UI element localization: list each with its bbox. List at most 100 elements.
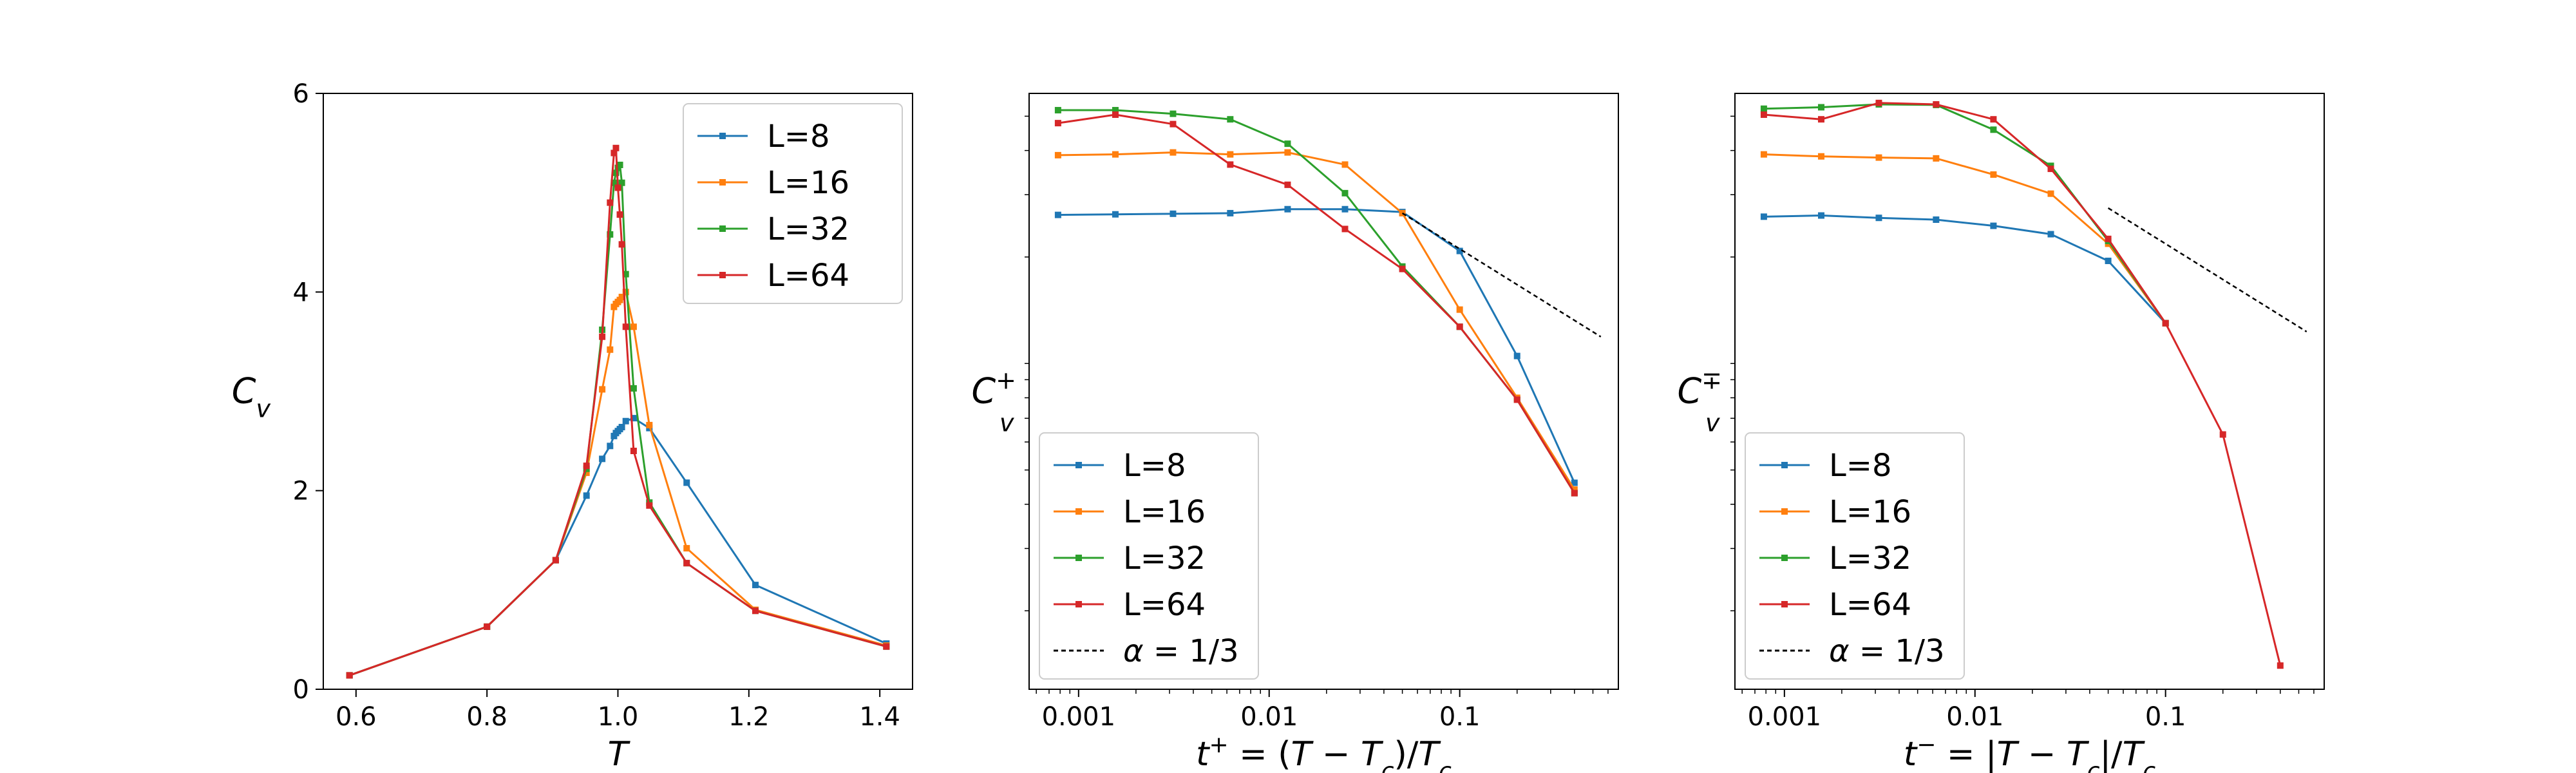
- data-point: [1875, 215, 1882, 222]
- data-point: [1875, 99, 1882, 106]
- legend-marker: [719, 133, 726, 139]
- data-point: [1875, 154, 1882, 161]
- data-point: [883, 643, 890, 650]
- legend-label: L=32: [1123, 540, 1206, 577]
- data-point: [1170, 149, 1177, 156]
- x-tick-label: 0.01: [1946, 702, 2003, 732]
- data-point: [1399, 265, 1406, 272]
- data-point: [607, 199, 614, 206]
- y-axis-label: C∓ v: [1677, 367, 1722, 437]
- data-point: [618, 179, 625, 186]
- legend-marker: [719, 272, 726, 278]
- data-point: [1054, 211, 1061, 218]
- data-point: [2105, 257, 2112, 264]
- data-point: [1227, 209, 1234, 216]
- data-point: [1760, 151, 1767, 158]
- y-tick-label: 6: [293, 79, 309, 109]
- data-point: [1456, 323, 1463, 330]
- legend: L=8 L=16 L=32 L=64 α = 1/3: [1745, 432, 1965, 680]
- data-point: [1227, 161, 1234, 168]
- data-point: [630, 323, 637, 330]
- data-point: [607, 346, 614, 353]
- legend-marker: [1781, 601, 1788, 607]
- data-point: [1341, 189, 1349, 196]
- data-point: [1817, 153, 1824, 160]
- data-point: [1284, 181, 1291, 188]
- data-point: [622, 271, 629, 278]
- data-point: [1112, 151, 1119, 158]
- legend-label: L=16: [1829, 494, 1911, 530]
- data-point: [1571, 479, 1578, 486]
- data-point: [1170, 120, 1177, 128]
- data-point: [614, 184, 621, 191]
- plot-area: [1054, 107, 1602, 497]
- legend-frame: [1745, 432, 1965, 680]
- y-axis: 0 2 4 6: [293, 79, 323, 705]
- data-point: [616, 211, 623, 218]
- data-point: [1227, 116, 1234, 123]
- y-axis: [1025, 115, 1029, 611]
- legend-label: L=64: [767, 258, 849, 294]
- x-tick-label: 1.0: [598, 702, 639, 732]
- x-axis-label: t+ = (T − Tc)/Tc: [1196, 732, 1452, 773]
- data-point: [1513, 396, 1520, 403]
- data-point: [2047, 190, 2054, 197]
- data-point: [646, 421, 653, 428]
- legend-frame: [1039, 432, 1259, 680]
- data-point: [622, 323, 629, 330]
- data-point: [346, 672, 353, 679]
- data-point: [2162, 320, 2169, 327]
- data-point: [618, 294, 625, 301]
- legend-marker: [1075, 601, 1082, 607]
- data-point: [683, 560, 690, 567]
- series-l64: [1054, 111, 1578, 497]
- data-point: [583, 469, 590, 476]
- series-line: [1057, 151, 1576, 490]
- x-axis: 0.6 0.8 1.0 1.2 1.4: [336, 689, 900, 732]
- data-point: [2047, 231, 2054, 238]
- data-point: [1990, 171, 1997, 178]
- panel-right: 0.001 0.01 0.1t− = |T − Tc|/TcC∓ vL=8L=16L=…: [1677, 93, 2325, 773]
- data-point: [2105, 235, 2112, 242]
- series-l16: [346, 289, 890, 679]
- legend-frame: [683, 103, 903, 304]
- series-l64: [1760, 99, 2284, 669]
- series-line: [1401, 212, 1602, 338]
- data-point: [752, 607, 759, 615]
- series-l8: [346, 415, 890, 679]
- legend: L=8 L=16 L=32 L=64: [683, 103, 903, 304]
- series-line: [1057, 208, 1576, 484]
- data-point: [683, 479, 690, 486]
- data-point: [1760, 213, 1767, 220]
- y-tick-label: 0: [293, 675, 309, 705]
- data-point: [1284, 140, 1291, 148]
- data-point: [622, 417, 629, 425]
- series-l8: [1760, 212, 2169, 327]
- legend-label: L=64: [1123, 587, 1206, 623]
- x-tick-label: 0.01: [1240, 702, 1298, 732]
- legend-marker: [1075, 462, 1082, 468]
- x-tick-label: 0.6: [336, 702, 377, 732]
- plot-area: [346, 144, 890, 679]
- y-tick-label: 2: [293, 477, 309, 506]
- series-line: [349, 289, 887, 676]
- data-point: [1054, 120, 1061, 127]
- data-point: [1933, 155, 1940, 162]
- x-tick-label: 0.8: [466, 702, 507, 732]
- data-point: [583, 463, 590, 470]
- data-point: [612, 169, 620, 177]
- legend-marker: [1075, 508, 1082, 515]
- data-point: [1933, 216, 1940, 224]
- legend: L=8 L=16 L=32 L=64 α = 1/3: [1039, 432, 1259, 680]
- legend-marker: [719, 179, 726, 186]
- data-point: [1817, 104, 1824, 111]
- data-point: [646, 502, 653, 509]
- data-point: [599, 386, 606, 393]
- x-tick-label: 1.4: [859, 702, 900, 732]
- data-point: [484, 623, 491, 630]
- x-axis-label: t− = |T − Tc|/Tc: [1904, 732, 2156, 773]
- data-point: [622, 289, 629, 296]
- legend-marker: [1781, 555, 1788, 561]
- plot-area: [1760, 99, 2307, 669]
